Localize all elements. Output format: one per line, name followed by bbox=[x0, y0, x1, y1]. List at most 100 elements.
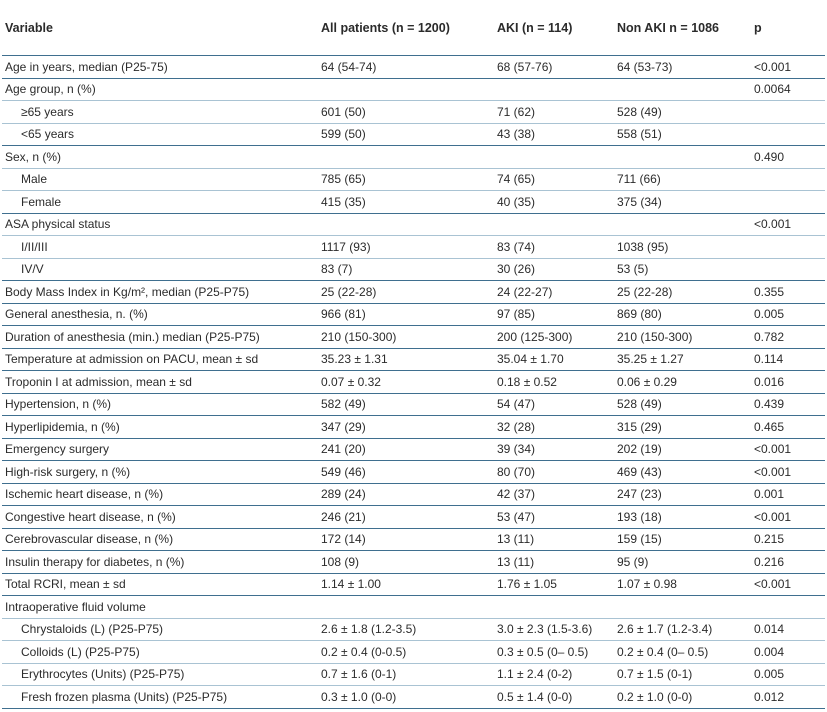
cell-all-patients: 241 (20) bbox=[318, 438, 494, 461]
cell-p: <0.001 bbox=[751, 573, 825, 596]
cell-non-aki: 53 (5) bbox=[614, 258, 751, 281]
cell-aki: 24 (22-27) bbox=[494, 280, 614, 304]
table-row: Sex, n (%) 0.490 bbox=[2, 145, 825, 169]
cell-all-patients bbox=[318, 78, 494, 101]
table-row: Fresh frozen plasma (Units) (P25-P75) 0.3… bbox=[2, 685, 825, 709]
cell-aki: 0.5 ± 1.4 (0-0) bbox=[494, 685, 614, 709]
cell-aki: 40 (35) bbox=[494, 190, 614, 214]
cell-aki: 30 (26) bbox=[494, 258, 614, 281]
table-row: Duration of anesthesia (min.) median (P2… bbox=[2, 325, 825, 349]
cell-variable: I/II/III bbox=[2, 235, 318, 259]
cell-non-aki: 64 (53-73) bbox=[614, 55, 751, 79]
cell-non-aki: 869 (80) bbox=[614, 303, 751, 326]
cell-all-patients: 35.23 ± 1.31 bbox=[318, 348, 494, 371]
table-row: ASA physical status <0.001 bbox=[2, 213, 825, 236]
table-row: High-risk surgery, n (%) 549 (46) 80 (70) 4… bbox=[2, 460, 825, 484]
cell-non-aki: 210 (150-300) bbox=[614, 325, 751, 349]
cell-p: <0.001 bbox=[751, 460, 825, 484]
cell-all-patients: 0.07 ± 0.32 bbox=[318, 370, 494, 394]
table-row: Hyperlipidemia, n (%) 347 (29) 32 (28) 315 … bbox=[2, 415, 825, 439]
cell-p: 0.004 bbox=[751, 640, 825, 664]
cell-non-aki: 95 (9) bbox=[614, 550, 751, 574]
cell-non-aki bbox=[614, 595, 751, 619]
cell-non-aki: 193 (18) bbox=[614, 505, 751, 529]
cell-aki: 13 (11) bbox=[494, 550, 614, 574]
cell-variable: Temperature at admission on PACU, mean ±… bbox=[2, 348, 318, 371]
cell-non-aki: 0.2 ± 1.0 (0-0) bbox=[614, 685, 751, 709]
cell-variable: Age group, n (%) bbox=[2, 78, 318, 101]
header-row: Variable All patients (n = 1200) AKI (n … bbox=[2, 0, 825, 56]
table-row: I/II/III 1117 (93) 83 (74) 1038 (95) bbox=[2, 235, 825, 259]
cell-variable: Fresh frozen plasma (Units) (P25-P75) bbox=[2, 685, 318, 709]
table-row: Age in years, median (P25-75) 64 (54-74) 6… bbox=[2, 55, 825, 79]
cell-variable: Congestive heart disease, n (%) bbox=[2, 505, 318, 529]
cell-p: 0.216 bbox=[751, 550, 825, 574]
cell-variable: IV/V bbox=[2, 258, 318, 281]
table-row: Cerebrovascular disease, n (%) 172 (14) 13… bbox=[2, 528, 825, 551]
cell-variable: Sex, n (%) bbox=[2, 145, 318, 169]
cell-variable: General anesthesia, n. (%) bbox=[2, 303, 318, 326]
cell-aki: 1.76 ± 1.05 bbox=[494, 573, 614, 596]
table-row: Erythrocytes (Units) (P25-P75) 0.7 ± 1.6 … bbox=[2, 663, 825, 686]
cell-all-patients: 2.6 ± 1.8 (1.2-3.5) bbox=[318, 618, 494, 641]
cell-variable: Male bbox=[2, 168, 318, 191]
cell-variable: ≥65 years bbox=[2, 100, 318, 124]
cell-aki: 32 (28) bbox=[494, 415, 614, 439]
header-variable: Variable bbox=[2, 0, 318, 56]
cell-variable: Age in years, median (P25-75) bbox=[2, 55, 318, 79]
cell-all-patients: 289 (24) bbox=[318, 483, 494, 506]
cell-all-patients: 0.3 ± 1.0 (0-0) bbox=[318, 685, 494, 709]
cell-variable: Body Mass Index in Kg/m², median (P25-P7… bbox=[2, 280, 318, 304]
cell-all-patients: 25 (22-28) bbox=[318, 280, 494, 304]
table-row: Insulin therapy for diabetes, n (%) 108 (… bbox=[2, 550, 825, 574]
table-row: Temperature at admission on PACU, mean ±… bbox=[2, 348, 825, 371]
cell-variable: Intraoperative fluid volume bbox=[2, 595, 318, 619]
cell-aki: 80 (70) bbox=[494, 460, 614, 484]
cell-variable: Insulin therapy for diabetes, n (%) bbox=[2, 550, 318, 574]
cell-aki bbox=[494, 595, 614, 619]
cell-p: 0.0064 bbox=[751, 78, 825, 101]
cell-all-patients: 1117 (93) bbox=[318, 235, 494, 259]
cell-all-patients: 582 (49) bbox=[318, 393, 494, 416]
cell-aki: 53 (47) bbox=[494, 505, 614, 529]
cell-non-aki: 1.07 ± 0.98 bbox=[614, 573, 751, 596]
cell-p: 0.465 bbox=[751, 415, 825, 439]
table-row: General anesthesia, n. (%) 966 (81) 97 (85… bbox=[2, 303, 825, 326]
cell-variable: High-risk surgery, n (%) bbox=[2, 460, 318, 484]
cell-p: 0.005 bbox=[751, 303, 825, 326]
cell-all-patients: 64 (54-74) bbox=[318, 55, 494, 79]
cell-p: 0.001 bbox=[751, 483, 825, 506]
cell-p: 0.355 bbox=[751, 280, 825, 304]
cell-aki: 1.1 ± 2.4 (0-2) bbox=[494, 663, 614, 686]
cell-p: 0.014 bbox=[751, 618, 825, 641]
table-row: IV/V 83 (7) 30 (26) 53 (5) bbox=[2, 258, 825, 281]
table-row: Male 785 (65) 74 (65) 711 (66) bbox=[2, 168, 825, 191]
table-row: Age group, n (%) 0.0064 bbox=[2, 78, 825, 101]
table-row: Hypertension, n (%) 582 (49) 54 (47) 528 (4… bbox=[2, 393, 825, 416]
cell-non-aki: 558 (51) bbox=[614, 123, 751, 146]
cell-variable: Hyperlipidemia, n (%) bbox=[2, 415, 318, 439]
cell-all-patients: 785 (65) bbox=[318, 168, 494, 191]
cell-variable: Total RCRI, mean ± sd bbox=[2, 573, 318, 596]
cell-all-patients: 172 (14) bbox=[318, 528, 494, 551]
table-body: Age in years, median (P25-75) 64 (54-74) 6… bbox=[2, 55, 825, 709]
cell-p: <0.001 bbox=[751, 438, 825, 461]
table-header: Variable All patients (n = 1200) AKI (n … bbox=[2, 0, 825, 56]
cell-aki: 83 (74) bbox=[494, 235, 614, 259]
cell-p bbox=[751, 595, 825, 619]
cell-p bbox=[751, 123, 825, 146]
cell-non-aki: 0.2 ± 0.4 (0– 0.5) bbox=[614, 640, 751, 664]
cell-non-aki: 25 (22-28) bbox=[614, 280, 751, 304]
cell-variable: Hypertension, n (%) bbox=[2, 393, 318, 416]
cell-aki bbox=[494, 145, 614, 169]
header-all-patients: All patients (n = 1200) bbox=[318, 0, 494, 56]
cell-non-aki: 0.7 ± 1.5 (0-1) bbox=[614, 663, 751, 686]
header-p: p bbox=[751, 0, 825, 56]
cell-all-patients: 210 (150-300) bbox=[318, 325, 494, 349]
cell-aki: 43 (38) bbox=[494, 123, 614, 146]
table-row: <65 years 599 (50) 43 (38) 558 (51) bbox=[2, 123, 825, 146]
cell-variable: <65 years bbox=[2, 123, 318, 146]
cell-all-patients: 415 (35) bbox=[318, 190, 494, 214]
